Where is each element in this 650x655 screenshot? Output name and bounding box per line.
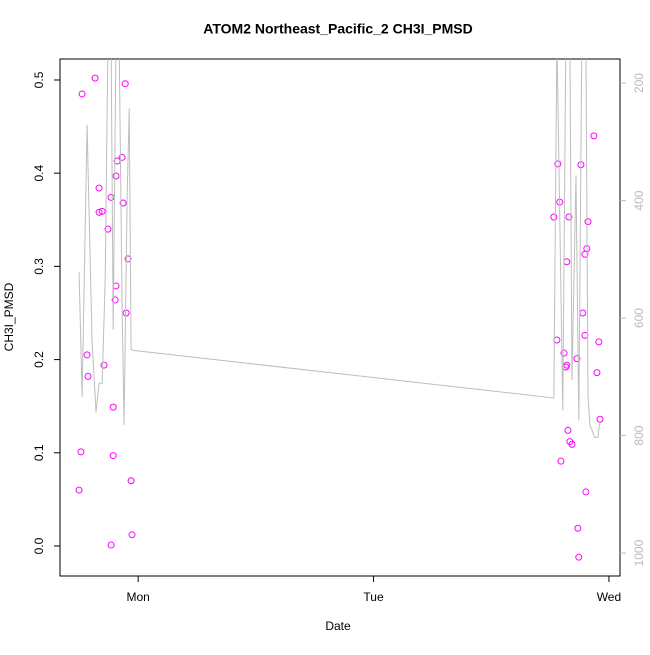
y2-tick-label: 800 xyxy=(632,425,646,445)
point xyxy=(590,132,598,140)
y-tick-label: 0.3 xyxy=(32,258,46,275)
point xyxy=(83,351,91,359)
point xyxy=(109,452,117,460)
point xyxy=(121,80,129,88)
point xyxy=(584,218,592,226)
point xyxy=(560,349,568,357)
point xyxy=(75,486,83,494)
point xyxy=(91,74,99,82)
point xyxy=(109,403,117,411)
line xyxy=(78,59,601,438)
plot-area xyxy=(75,59,604,561)
y2-tick-label: 400 xyxy=(632,190,646,210)
chart-title: ATOM2 Northeast_Pacific_2 CH3I_PMSD xyxy=(203,21,472,37)
y-tick-label: 0.4 xyxy=(32,165,46,182)
point xyxy=(554,160,562,168)
plot-frame xyxy=(59,58,621,577)
point xyxy=(581,331,589,339)
point xyxy=(95,184,103,192)
y2-tick-label: 1000 xyxy=(632,539,646,566)
point xyxy=(111,296,119,304)
x-tick-label: Tue xyxy=(363,590,384,604)
point xyxy=(550,213,558,221)
point xyxy=(564,426,572,434)
point xyxy=(104,225,112,233)
point xyxy=(122,309,130,317)
point xyxy=(107,541,115,549)
point xyxy=(568,440,576,448)
y-axis-label: CH3I_PMSD xyxy=(2,282,16,351)
y-tick-label: 0.1 xyxy=(32,444,46,461)
point xyxy=(593,369,601,377)
point xyxy=(95,208,103,216)
y2-tick-label: 200 xyxy=(632,73,646,93)
point xyxy=(557,457,565,465)
point xyxy=(107,193,115,201)
point xyxy=(574,524,582,532)
point xyxy=(595,338,603,346)
y2-tick-label: 600 xyxy=(632,308,646,328)
point xyxy=(78,90,86,98)
point xyxy=(582,488,590,496)
point xyxy=(112,172,120,180)
y-tick-label: 0.5 xyxy=(32,71,46,88)
y-tick-label: 0.2 xyxy=(32,351,46,368)
x-tick-label: Mon xyxy=(126,590,149,604)
point xyxy=(100,361,108,369)
point xyxy=(124,255,132,263)
point xyxy=(563,361,571,369)
point xyxy=(563,258,571,266)
point xyxy=(119,199,127,207)
point xyxy=(579,309,587,317)
x-tick-label: Wed xyxy=(597,590,621,604)
y-tick-label: 0.0 xyxy=(32,537,46,554)
point xyxy=(127,477,135,485)
point xyxy=(128,531,136,539)
point xyxy=(575,553,583,561)
x-axis-label: Date xyxy=(325,619,351,633)
point xyxy=(77,448,85,456)
point xyxy=(98,207,106,215)
point xyxy=(118,153,126,161)
point xyxy=(573,355,581,363)
point xyxy=(565,213,573,221)
point xyxy=(84,372,92,380)
